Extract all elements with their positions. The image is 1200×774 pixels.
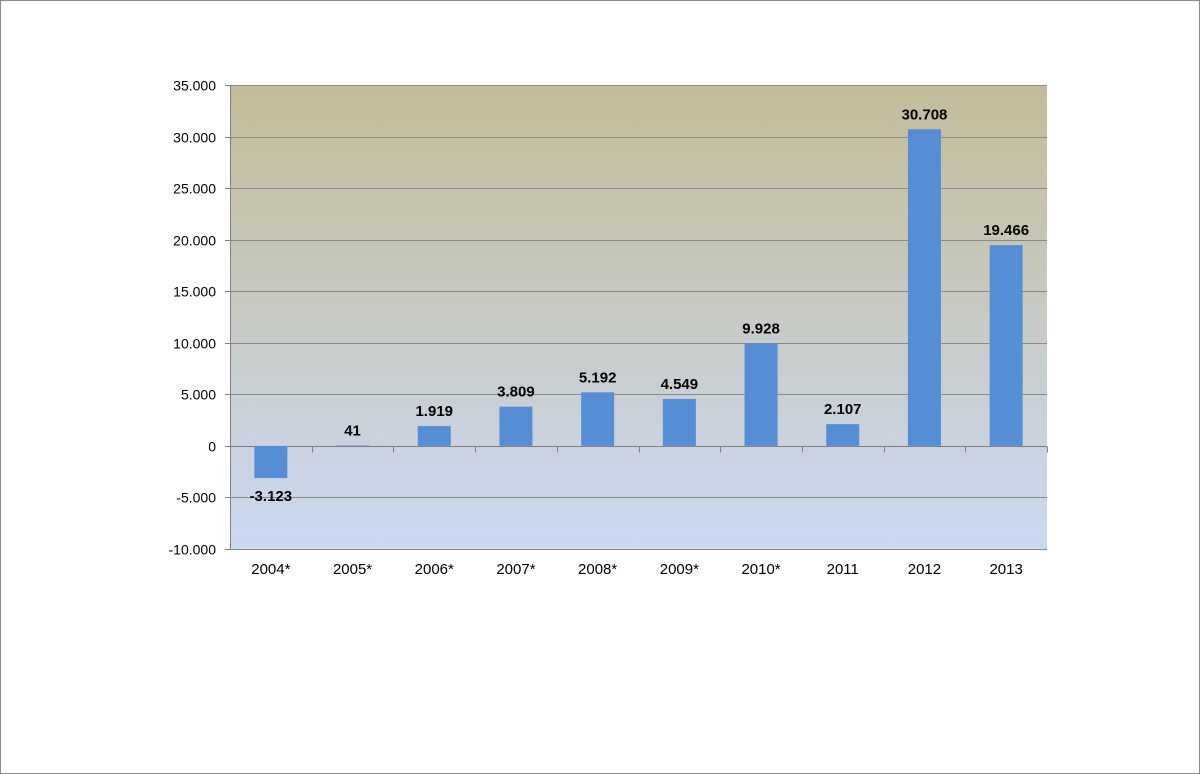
- data-label: 3.809: [497, 384, 535, 401]
- y-tick-label: -10.000: [169, 542, 217, 558]
- x-tick-label: 2007*: [496, 561, 535, 578]
- data-label: 30.708: [902, 106, 948, 123]
- bar: [744, 343, 778, 446]
- bar: [662, 398, 696, 446]
- data-label: 9.928: [742, 321, 780, 338]
- data-label: 19.466: [983, 222, 1029, 239]
- y-tick-label: 20.000: [173, 233, 216, 249]
- data-label: 5.192: [579, 369, 617, 386]
- data-label: -3.123: [250, 488, 293, 505]
- bar: [826, 424, 860, 446]
- bar: [581, 392, 615, 446]
- labels: -10.000 -5.000 0 5.000 10.000 15.000 20.000 25.…: [169, 78, 1030, 579]
- x-tick-label: 2013: [989, 561, 1022, 578]
- y-tick-label: 5.000: [181, 387, 216, 403]
- y-tick-label: 10.000: [173, 336, 216, 352]
- bar: [499, 406, 533, 446]
- x-tick-label: 2010*: [741, 561, 780, 578]
- bar: [907, 129, 941, 446]
- bar: [989, 245, 1023, 446]
- bar: [417, 426, 451, 446]
- y-tick-label: 25.000: [173, 181, 216, 197]
- axes: [225, 85, 1048, 550]
- y-tick-label: 0: [208, 439, 216, 455]
- y-tick-label: 30.000: [173, 130, 216, 146]
- data-label: 4.549: [661, 376, 699, 393]
- x-tick-label: 2004*: [251, 561, 290, 578]
- data-label: 1.919: [415, 403, 453, 420]
- x-tick-label: 2012: [908, 561, 941, 578]
- bar: [336, 445, 370, 446]
- bars: [254, 129, 1023, 479]
- x-tick-label: 2005*: [333, 561, 372, 578]
- bar: [254, 445, 288, 479]
- y-tick-label: -5.000: [176, 490, 216, 506]
- x-tick-label: 2008*: [578, 561, 617, 578]
- data-label: 41: [344, 422, 361, 439]
- y-tick-label: 35.000: [173, 78, 216, 94]
- x-tick-label: 2009*: [660, 561, 699, 578]
- data-label: 2.107: [824, 401, 862, 418]
- x-tick-label: 2006*: [415, 561, 454, 578]
- y-tick-label: 15.000: [173, 284, 216, 300]
- x-tick-label: 2011: [827, 561, 859, 578]
